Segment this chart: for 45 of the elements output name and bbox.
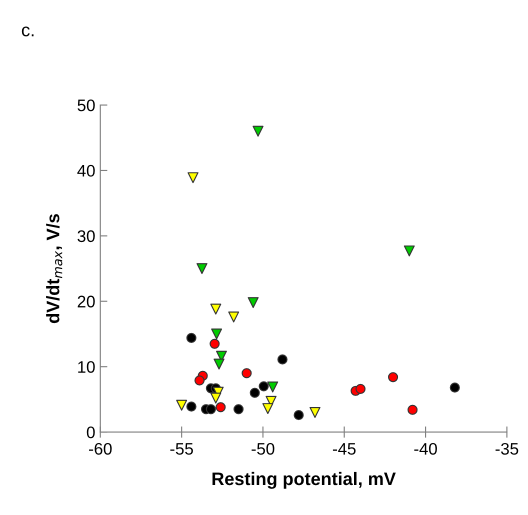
x-tick-label: -50 <box>252 442 274 455</box>
y-tick-label: 40 <box>77 164 95 177</box>
point <box>258 381 269 392</box>
point <box>388 372 398 382</box>
point <box>310 407 320 418</box>
x-tick-label: -45 <box>332 443 356 455</box>
point <box>408 404 418 415</box>
x-tick-label: -35 <box>496 442 518 455</box>
y-tick-label: 0 <box>86 426 95 438</box>
point <box>267 381 278 392</box>
y-tick-label: 20 <box>78 296 95 308</box>
point <box>250 388 260 398</box>
point <box>211 328 222 340</box>
point <box>248 297 259 308</box>
point <box>186 402 196 412</box>
point <box>277 354 288 365</box>
x-tick-label: -60 <box>89 442 112 455</box>
x-tick-label: -55 <box>170 443 193 455</box>
point <box>252 126 264 137</box>
y-tick-label: 30 <box>78 230 95 242</box>
point <box>294 410 304 420</box>
y-tick-label: 50 <box>78 99 95 112</box>
point <box>186 332 196 343</box>
y-axis-title: dV/dt$_{max}$, V/s <box>46 214 62 324</box>
point <box>210 304 222 315</box>
point <box>228 312 240 322</box>
point <box>216 402 226 412</box>
point <box>242 368 252 378</box>
x-axis-title: Resting potential, mV <box>212 472 396 489</box>
x-tick-label: -40 <box>414 442 437 455</box>
point <box>188 172 198 184</box>
point <box>176 400 188 411</box>
text: c. <box>22 26 34 36</box>
point <box>450 382 460 393</box>
point <box>262 403 274 414</box>
point <box>210 392 222 404</box>
point <box>233 404 244 414</box>
point <box>196 263 208 274</box>
point <box>355 384 366 394</box>
point <box>214 358 224 370</box>
point <box>210 338 220 349</box>
point <box>194 375 205 386</box>
y-tick-label: 10 <box>78 361 95 373</box>
point <box>206 404 216 414</box>
point <box>404 245 415 256</box>
